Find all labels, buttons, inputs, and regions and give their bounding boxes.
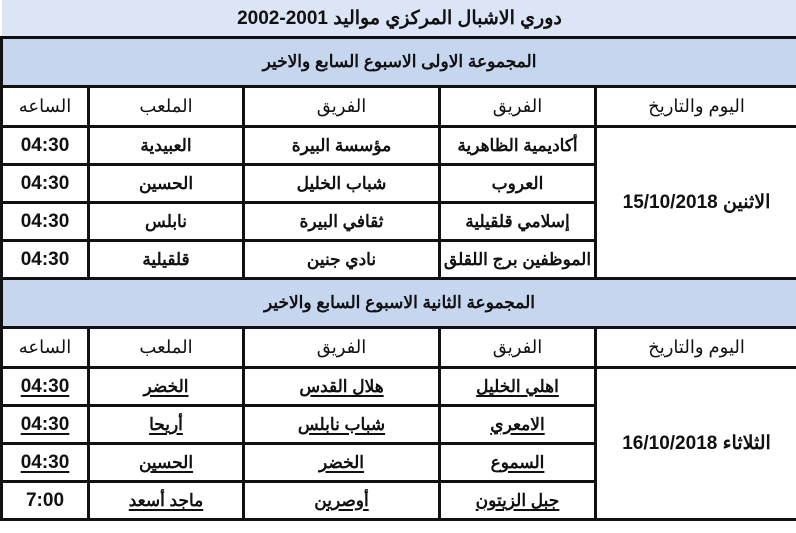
header-team2: الفريق — [242, 85, 441, 128]
team2: نادي جنين — [242, 239, 441, 280]
table-row: جبل الزيتون أوصرين ماجد أسعد 7:00 — [0, 480, 796, 521]
team1: الامعري — [438, 404, 597, 445]
header-date: اليوم والتاريخ — [594, 326, 796, 369]
team2: ثقافي البيرة — [242, 201, 441, 242]
header-time: الساعه — [0, 85, 90, 128]
stadium: قلقيلية — [87, 239, 245, 280]
team1: السموع — [438, 442, 597, 483]
header-stadium: الملعب — [87, 326, 245, 369]
time: 04:30 — [0, 125, 90, 166]
table-row: إسلامي قلقيلية ثقافي البيرة نابلس 04:30 — [0, 201, 796, 242]
stadium: الحسين — [87, 442, 245, 483]
team2: شباب الخليل — [242, 163, 441, 204]
time: 04:30 — [0, 239, 90, 280]
group-1-header: المجموعة الاولى الاسبوع السابع والاخير — [0, 36, 796, 88]
header-time: الساعه — [0, 326, 90, 369]
header-date: اليوم والتاريخ — [594, 85, 796, 128]
header-team2: الفريق — [242, 326, 441, 369]
stadium: أريحا — [87, 404, 245, 445]
fixtures-table: دوري الاشبال المركزي مواليد 2001-2002 ال… — [0, 0, 796, 521]
team1: الموظفين برج اللقلق — [438, 239, 597, 280]
stadium: العبيدية — [87, 125, 245, 166]
team2: أوصرين — [242, 480, 441, 521]
time: 04:30 — [0, 404, 90, 445]
stadium: الخضر — [87, 366, 245, 407]
match-date: الاثنين 15/10/2018 — [594, 125, 796, 280]
match-date: الثلاثاء 16/10/2018 — [594, 366, 796, 521]
team1: إسلامي قلقيلية — [438, 201, 597, 242]
time: 04:30 — [0, 201, 90, 242]
column-headers: اليوم والتاريخ الفريق الفريق الملعب السا… — [0, 326, 796, 369]
group-2-header: المجموعة الثانية الاسبوع السابع والاخير — [0, 277, 796, 329]
table-row: السموع الخضر الحسين 04:30 — [0, 442, 796, 483]
table-row: الثلاثاء 16/10/2018 اهلي الخليل هلال الق… — [0, 366, 796, 521]
time: 7:00 — [0, 480, 90, 521]
header-stadium: الملعب — [87, 85, 245, 128]
team1: العروب — [438, 163, 597, 204]
time: 04:30 — [0, 366, 90, 407]
page-title: دوري الاشبال المركزي مواليد 2001-2002 — [1, 0, 796, 39]
team1: جبل الزيتون — [438, 480, 597, 521]
team2: الخضر — [242, 442, 441, 483]
header-team1: الفريق — [438, 326, 597, 369]
table-row: الموظفين برج اللقلق نادي جنين قلقيلية 04… — [0, 239, 796, 280]
time: 04:30 — [0, 442, 90, 483]
team2: شباب نابلس — [242, 404, 441, 445]
team2: مؤسسة البيرة — [242, 125, 441, 166]
table-row: الامعري شباب نابلس أريحا 04:30 — [0, 404, 796, 445]
column-headers: اليوم والتاريخ الفريق الفريق الملعب السا… — [0, 85, 796, 128]
stadium: نابلس — [87, 201, 245, 242]
time: 04:30 — [0, 163, 90, 204]
table-row: العروب شباب الخليل الحسين 04:30 — [0, 163, 796, 204]
header-team1: الفريق — [438, 85, 597, 128]
stadium: الحسين — [87, 163, 245, 204]
team1: أكاديمية الظاهرية — [438, 125, 597, 166]
team1: اهلي الخليل — [438, 366, 597, 407]
table-row: الاثنين 15/10/2018 أكاديمية الظاهرية مؤس… — [0, 125, 796, 280]
team2: هلال القدس — [242, 366, 441, 407]
stadium: ماجد أسعد — [87, 480, 245, 521]
